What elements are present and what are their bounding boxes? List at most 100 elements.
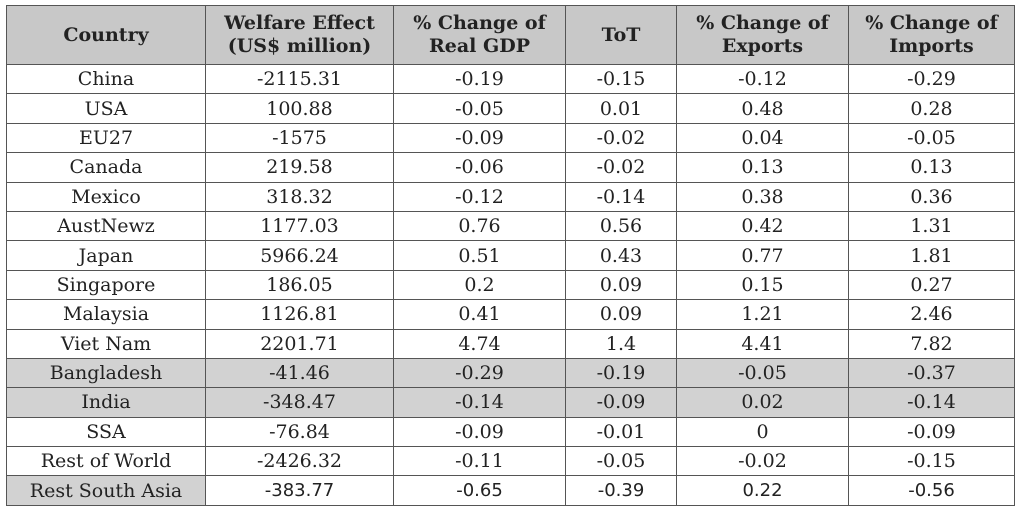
cell-welfare-effect: 219.58	[205, 152, 394, 183]
cell-welfare-effect: -76.84	[205, 416, 394, 448]
cell-imports-change: 7.82	[848, 328, 1015, 359]
cell-tot: 0.43	[565, 240, 677, 271]
header-imports-change: % Change of Imports	[848, 5, 1015, 65]
cell-imports-change: -0.56	[848, 475, 1015, 506]
table-row: Rest South Asia -383.77 -0.65 -0.39 0.22 -0.5…	[6, 475, 1015, 506]
cell-imports-change: -0.29	[848, 63, 1015, 95]
table-row: Canada 219.58 -0.06 -0.02 0.13 0.13	[6, 152, 1015, 183]
cell-exports-change: 0.38	[676, 181, 849, 212]
cell-real-gdp-change: -0.11	[393, 446, 566, 477]
cell-country: EU27	[6, 122, 206, 154]
cell-country: Bangladesh	[6, 357, 206, 389]
cell-tot: -0.01	[565, 416, 677, 448]
cell-exports-change: 4.41	[676, 328, 849, 359]
table-container: Country Welfare Effect (US$ million) % C…	[6, 5, 1015, 506]
cell-tot: -0.15	[565, 63, 677, 95]
cell-tot: -0.19	[565, 357, 677, 389]
cell-welfare-effect: -348.47	[205, 387, 394, 418]
table-row: Rest of World -2426.32 -0.11 -0.05 -0.02 -0.1…	[6, 446, 1015, 477]
cell-exports-change: 0.42	[676, 210, 849, 242]
cell-imports-change: -0.05	[848, 122, 1015, 154]
table-row: Malaysia 1126.81 0.41 0.09 1.21 2.46	[6, 299, 1015, 330]
cell-real-gdp-change: -0.09	[393, 122, 566, 154]
cell-country: Malaysia	[6, 299, 206, 330]
cell-imports-change: -0.09	[848, 416, 1015, 448]
cell-imports-change: 0.13	[848, 152, 1015, 183]
table-row: Viet Nam 2201.71 4.74 1.4 4.41 7.82	[6, 328, 1015, 359]
cell-exports-change: 0.04	[676, 122, 849, 154]
cell-tot: -0.39	[565, 475, 677, 506]
cell-tot: 1.4	[565, 328, 677, 359]
table-row: Singapore 186.05 0.2 0.09 0.15 0.27	[6, 269, 1015, 301]
cell-imports-change: -0.15	[848, 446, 1015, 477]
cell-imports-change: -0.14	[848, 387, 1015, 418]
header-exports-change: % Change of Exports	[676, 5, 849, 65]
cell-real-gdp-change: -0.05	[393, 93, 566, 124]
header-real-gdp-change: % Change of Real GDP	[393, 5, 566, 65]
table-row: AustNewz 1177.03 0.76 0.56 0.42 1.31	[6, 210, 1015, 242]
cell-exports-change: 0.15	[676, 269, 849, 301]
cell-country: AustNewz	[6, 210, 206, 242]
cell-welfare-effect: 5966.24	[205, 240, 394, 271]
cell-imports-change: 1.81	[848, 240, 1015, 271]
cell-tot: 0.01	[565, 93, 677, 124]
cell-tot: 0.09	[565, 269, 677, 301]
welfare-effects-table: Country Welfare Effect (US$ million) % C…	[6, 5, 1015, 506]
cell-country: Rest South Asia	[6, 475, 206, 506]
cell-imports-change: 0.36	[848, 181, 1015, 212]
table-row: China -2115.31 -0.19 -0.15 -0.12 -0.29	[6, 63, 1015, 95]
cell-exports-change: -0.12	[676, 63, 849, 95]
cell-exports-change: 0.48	[676, 93, 849, 124]
header-country: Country	[6, 5, 206, 65]
cell-imports-change: 1.31	[848, 210, 1015, 242]
cell-real-gdp-change: -0.06	[393, 152, 566, 183]
header-tot: ToT	[565, 5, 677, 65]
cell-real-gdp-change: 0.76	[393, 210, 566, 242]
cell-exports-change: 0.22	[676, 475, 849, 506]
cell-tot: -0.09	[565, 387, 677, 418]
cell-real-gdp-change: 0.51	[393, 240, 566, 271]
cell-country: Japan	[6, 240, 206, 271]
cell-exports-change: 0.02	[676, 387, 849, 418]
cell-welfare-effect: 1177.03	[205, 210, 394, 242]
header-row: Country Welfare Effect (US$ million) % C…	[6, 5, 1015, 65]
cell-exports-change: 0.13	[676, 152, 849, 183]
cell-imports-change: 0.28	[848, 93, 1015, 124]
cell-welfare-effect: 2201.71	[205, 328, 394, 359]
cell-welfare-effect: -1575	[205, 122, 394, 154]
cell-exports-change: 0.77	[676, 240, 849, 271]
table-row: EU27 -1575 -0.09 -0.02 0.04 -0.05	[6, 122, 1015, 154]
cell-imports-change: -0.37	[848, 357, 1015, 389]
cell-real-gdp-change: -0.12	[393, 181, 566, 212]
cell-tot: 0.09	[565, 299, 677, 330]
cell-real-gdp-change: 0.2	[393, 269, 566, 301]
cell-country: Canada	[6, 152, 206, 183]
table-row: Japan 5966.24 0.51 0.43 0.77 1.81	[6, 240, 1015, 271]
table-row: USA 100.88 -0.05 0.01 0.48 0.28	[6, 93, 1015, 124]
table-row: Mexico 318.32 -0.12 -0.14 0.38 0.36	[6, 181, 1015, 212]
cell-real-gdp-change: -0.65	[393, 475, 566, 506]
table-row: Bangladesh -41.46 -0.29 -0.19 -0.05 -0.37	[6, 357, 1015, 389]
cell-country: Singapore	[6, 269, 206, 301]
cell-country: Rest of World	[6, 446, 206, 477]
cell-exports-change: 0	[676, 416, 849, 448]
cell-real-gdp-change: 4.74	[393, 328, 566, 359]
cell-real-gdp-change: -0.14	[393, 387, 566, 418]
cell-imports-change: 0.27	[848, 269, 1015, 301]
cell-country: India	[6, 387, 206, 418]
header-welfare-effect: Welfare Effect (US$ million)	[205, 5, 394, 65]
cell-real-gdp-change: -0.19	[393, 63, 566, 95]
cell-exports-change: -0.02	[676, 446, 849, 477]
cell-real-gdp-change: -0.09	[393, 416, 566, 448]
cell-welfare-effect: -2426.32	[205, 446, 394, 477]
cell-tot: 0.56	[565, 210, 677, 242]
cell-country: China	[6, 63, 206, 95]
table-row: SSA -76.84 -0.09 -0.01 0 -0.09	[6, 416, 1015, 448]
cell-tot: -0.14	[565, 181, 677, 212]
cell-country: USA	[6, 93, 206, 124]
cell-country: Viet Nam	[6, 328, 206, 359]
table-body: China -2115.31 -0.19 -0.15 -0.12 -0.29 USA 100.…	[6, 63, 1015, 506]
cell-exports-change: -0.05	[676, 357, 849, 389]
cell-tot: -0.02	[565, 152, 677, 183]
cell-welfare-effect: 1126.81	[205, 299, 394, 330]
